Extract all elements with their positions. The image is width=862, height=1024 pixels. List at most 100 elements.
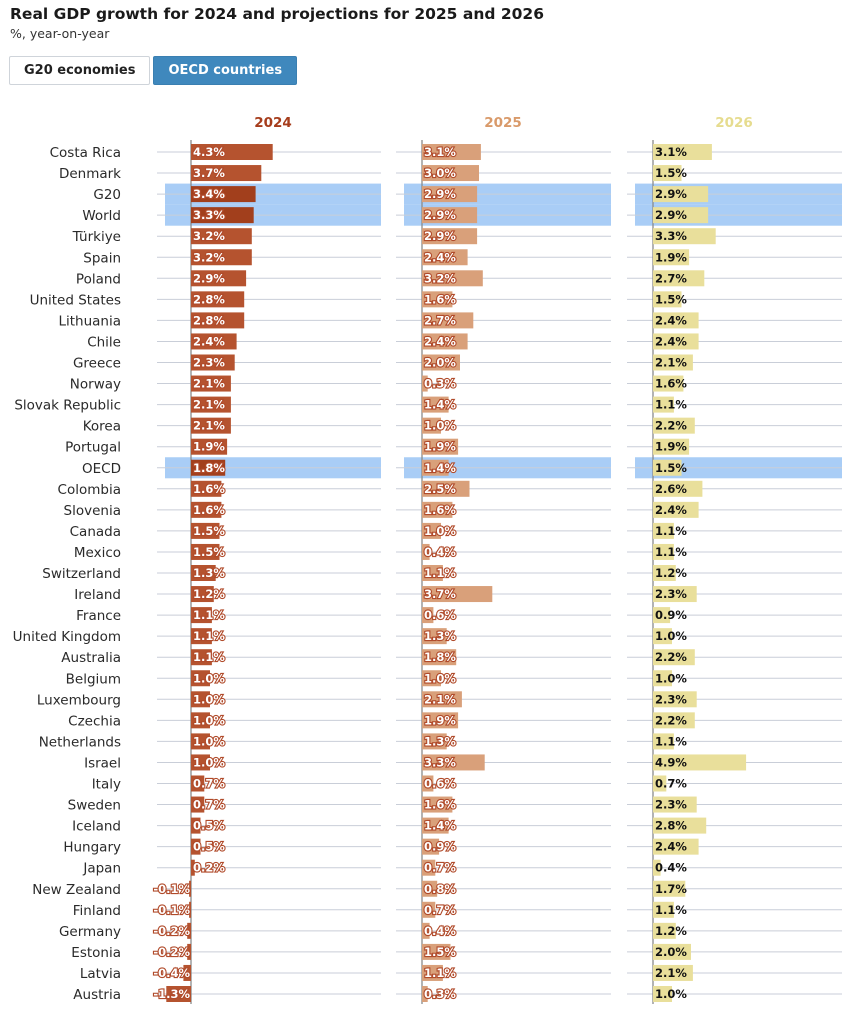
bar-2024	[189, 880, 191, 897]
data-label-2024: 0.5%	[193, 819, 225, 833]
bar-2025	[422, 543, 430, 560]
data-label-2024: 3.7%	[193, 166, 225, 180]
bar-2026	[653, 438, 690, 455]
data-label-2024: -0.4%	[153, 966, 190, 980]
bar-2026	[653, 943, 691, 960]
bar-2026	[653, 649, 695, 666]
data-label-2024: 1.1%	[193, 650, 225, 664]
bar-2025	[422, 943, 451, 960]
bar-2026	[653, 607, 671, 624]
data-label-2024: 1.0%	[193, 671, 225, 685]
data-label-2024: 0.5%	[193, 840, 225, 854]
data-label-2025: 1.8%	[424, 650, 456, 664]
bar-2024	[191, 396, 231, 413]
data-label-2024: 2.3%	[193, 356, 225, 370]
category-label: Korea	[83, 419, 121, 435]
bar-2025	[422, 459, 449, 476]
bar-2026	[653, 733, 674, 750]
bar-2024	[191, 375, 231, 392]
data-label-2026: 1.2%	[655, 924, 687, 938]
data-label-2025: 1.3%	[424, 629, 456, 643]
data-label-2025: 1.9%	[424, 440, 456, 454]
bar-2024	[183, 964, 191, 981]
bar-2024	[191, 733, 210, 750]
data-label-2024: 1.2%	[193, 587, 225, 601]
data-label-2024: 1.8%	[193, 461, 225, 475]
chart-subtitle: %, year-on-year	[10, 26, 110, 41]
data-label-2026: 2.2%	[655, 650, 687, 664]
bar-2024	[191, 480, 222, 497]
category-label: Türkiye	[72, 229, 121, 245]
bar-2024	[191, 775, 205, 792]
data-label-2026: 2.9%	[655, 187, 687, 201]
data-label-2026: 0.7%	[655, 777, 687, 791]
bar-2025	[422, 228, 478, 245]
bar-2024	[191, 817, 201, 834]
data-label-2025: 1.1%	[424, 966, 456, 980]
bar-2025	[422, 607, 434, 624]
data-label-2024: -1.3%	[153, 987, 190, 1001]
bar-2026	[653, 817, 707, 834]
data-label-2024: 1.6%	[193, 503, 225, 517]
bar-2026	[653, 228, 716, 245]
data-label-2026: 3.3%	[655, 229, 687, 243]
data-label-2024: 1.0%	[193, 713, 225, 727]
data-label-2025: 2.7%	[424, 313, 456, 327]
bar-2026	[653, 207, 709, 224]
data-label-2025: 2.9%	[424, 187, 456, 201]
bar-2026	[653, 543, 674, 560]
bar-2025	[422, 333, 468, 350]
bar-2024	[191, 270, 247, 287]
bar-2025	[422, 733, 447, 750]
data-label-2025: 2.1%	[424, 692, 456, 706]
bar-2026	[653, 712, 695, 729]
category-label: Mexico	[74, 545, 121, 561]
category-label: Portugal	[65, 440, 121, 456]
bar-2025	[422, 354, 460, 371]
bar-2026	[653, 775, 667, 792]
data-label-2026: 2.1%	[655, 966, 687, 980]
data-label-2024: 3.3%	[193, 208, 225, 222]
data-label-2024: -0.2%	[153, 945, 190, 959]
data-label-2025: 0.9%	[424, 840, 456, 854]
data-label-2025: 0.3%	[424, 377, 456, 391]
category-label: Czechia	[68, 713, 121, 729]
bar-2026	[653, 249, 690, 266]
bar-2024	[191, 312, 245, 329]
tab-oecd-countries[interactable]: OECD countries	[153, 56, 298, 85]
data-label-2025: 1.9%	[424, 713, 456, 727]
data-label-2026: 2.3%	[655, 798, 687, 812]
bar-2024	[191, 207, 254, 224]
category-label: Germany	[59, 924, 121, 940]
bar-2025	[422, 312, 474, 329]
bar-2024	[191, 628, 212, 645]
data-label-2025: 2.5%	[424, 482, 456, 496]
data-label-2026: 2.7%	[655, 271, 687, 285]
bar-2024	[191, 165, 262, 182]
category-label: Australia	[61, 650, 121, 666]
data-label-2024: 1.6%	[193, 482, 225, 496]
data-label-2026: 1.6%	[655, 377, 687, 391]
tab-g20-economies[interactable]: G20 economies	[9, 56, 151, 85]
category-label: OECD	[82, 461, 121, 477]
bar-2026	[653, 333, 699, 350]
data-label-2025: 1.0%	[424, 524, 456, 538]
bar-2026	[653, 565, 676, 581]
bar-2026	[653, 628, 672, 645]
bar-2024	[191, 796, 205, 813]
bar-2025	[422, 565, 443, 581]
data-label-2025: 2.4%	[424, 334, 456, 348]
bar-2024	[191, 417, 231, 434]
data-label-2024: 3.2%	[193, 229, 225, 243]
category-label: Poland	[76, 271, 121, 287]
bar-2025	[422, 754, 485, 771]
data-label-2025: 1.6%	[424, 798, 456, 812]
bar-2024	[191, 249, 252, 266]
column-header-2024: 2024	[254, 115, 292, 131]
bar-2026	[653, 586, 697, 603]
bar-2024	[191, 712, 210, 729]
category-label: Colombia	[58, 482, 121, 498]
bar-2024	[191, 670, 210, 687]
category-label: Spain	[83, 250, 121, 266]
column-header-2025: 2025	[484, 115, 522, 131]
